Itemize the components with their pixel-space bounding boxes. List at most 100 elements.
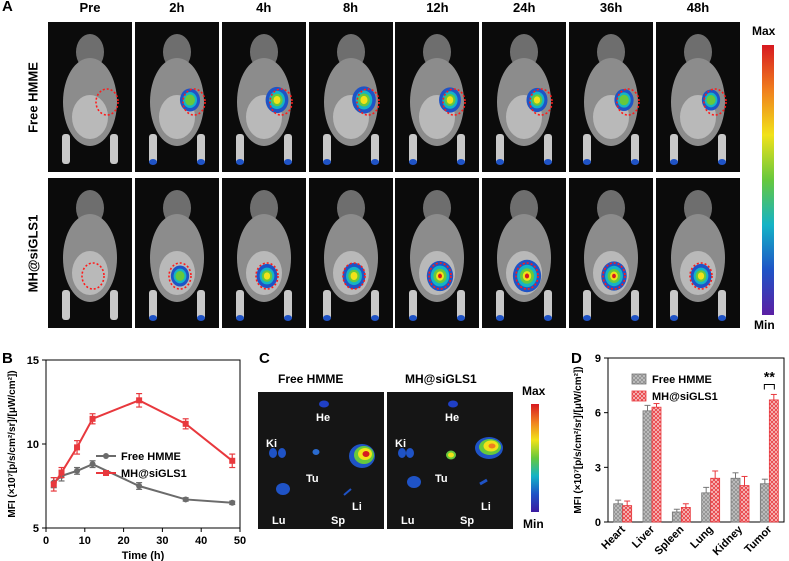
y-tick-label: 3 xyxy=(595,462,601,474)
panel-d-letter: D xyxy=(571,350,582,367)
paw-signal xyxy=(544,159,553,165)
mouse-body xyxy=(62,34,119,164)
legend-label: MH@siGLS1 xyxy=(121,468,187,480)
x-axis-label: Time (h) xyxy=(122,550,165,561)
tumor-circle xyxy=(168,262,192,290)
mouse-image-cell xyxy=(569,178,654,328)
panel-a-letter: A xyxy=(2,0,13,15)
y-tick-label: 6 xyxy=(595,408,601,420)
mouse-image-grid xyxy=(48,22,744,332)
data-point xyxy=(136,397,143,404)
data-point xyxy=(182,496,189,503)
paw-signal xyxy=(583,315,592,321)
mouse-leg xyxy=(370,290,379,320)
legend-marker xyxy=(103,470,109,476)
mouse-leg xyxy=(110,290,118,320)
mouse-leg xyxy=(370,134,379,164)
category-label: Spleen xyxy=(652,523,686,557)
paw-signal xyxy=(322,159,331,165)
significance-label: ** xyxy=(764,368,775,384)
mouse-body xyxy=(235,190,292,321)
category-label: Heart xyxy=(599,523,628,552)
tumor-circle xyxy=(341,262,366,290)
signal-yellow xyxy=(697,272,705,280)
y-tick-label: 9 xyxy=(595,353,601,365)
mouse-belly xyxy=(72,95,108,139)
mouse-leg xyxy=(496,134,505,164)
paw-signal xyxy=(631,159,640,165)
mouse-leg xyxy=(669,290,678,320)
y-tick-label: 15 xyxy=(27,355,39,367)
bar xyxy=(739,485,750,523)
y-axis-label: MFI (×10⁷[p/s/cm²/sr]/[μW/cm²]) xyxy=(573,366,584,513)
paw-signal xyxy=(457,315,466,321)
mouse-body xyxy=(583,190,640,321)
paw-signal xyxy=(544,315,553,321)
timepoint-label: 2h xyxy=(169,0,185,15)
category-label: Liver xyxy=(630,523,658,551)
category-label: Tumor xyxy=(742,523,775,556)
organ-label: Tu xyxy=(435,473,448,485)
organ-label: He xyxy=(445,412,460,424)
bar xyxy=(622,505,633,523)
bar xyxy=(768,399,779,523)
tumor-circle xyxy=(442,88,467,116)
mouse-leg xyxy=(717,134,726,164)
ex-vivo-title-free-hmme: Free HMME xyxy=(278,372,344,386)
bar xyxy=(651,406,662,523)
bar xyxy=(759,483,770,523)
paw-signal xyxy=(370,315,379,321)
legend-label: MH@siGLS1 xyxy=(652,391,718,403)
category-label: Lung xyxy=(688,524,715,551)
signal-yellow xyxy=(263,272,270,280)
paw-signal xyxy=(235,159,244,165)
signal-green xyxy=(184,94,195,106)
mouse-body xyxy=(583,34,640,165)
y-tick-label: 0 xyxy=(595,517,601,529)
legend-label: Free HMME xyxy=(652,374,712,386)
signal-yellow xyxy=(273,96,281,104)
organ-label: Ki xyxy=(266,438,277,450)
y-tick-label: 5 xyxy=(33,523,39,535)
organ-label: Sp xyxy=(331,515,346,527)
data-point xyxy=(74,467,81,474)
bar xyxy=(701,492,712,523)
tumor-circle xyxy=(616,88,640,116)
panel-c-letter: C xyxy=(259,350,270,367)
mouse-leg xyxy=(110,134,118,164)
mouse-belly xyxy=(72,251,108,295)
mouse-body xyxy=(322,34,380,165)
timepoint-label: 8h xyxy=(342,0,359,15)
timepoint-label: 36h xyxy=(599,0,623,15)
mouse-body xyxy=(496,190,553,321)
legend-swatch xyxy=(631,390,647,402)
mouse-leg xyxy=(717,290,726,320)
signal-yellow xyxy=(350,272,357,280)
significance-bracket xyxy=(763,383,775,390)
bar xyxy=(680,507,691,523)
signal-yellow xyxy=(359,95,368,105)
row-label-mh-sigls1: MH@siGLS1 xyxy=(25,214,41,293)
mouse-leg xyxy=(457,134,466,164)
paw-signal xyxy=(669,159,678,165)
mouse-image-cell xyxy=(482,178,567,328)
tumor-circle xyxy=(355,88,380,116)
mouse-body xyxy=(669,190,726,321)
tumor-circle xyxy=(81,262,105,290)
mouse-leg xyxy=(62,134,70,164)
timepoint-label: 24h xyxy=(513,0,536,15)
colorbar-c-min: Min xyxy=(523,517,544,531)
mouse-leg xyxy=(148,134,157,164)
legend-marker xyxy=(103,453,109,459)
data-point xyxy=(182,420,189,427)
bar xyxy=(613,503,624,523)
legend-label: Free HMME xyxy=(121,451,181,463)
paw-signal xyxy=(583,159,592,165)
mouse-leg xyxy=(322,134,331,164)
x-tick-label: 40 xyxy=(195,535,207,547)
tumor-circle xyxy=(703,88,727,116)
colorbar-a-min: Min xyxy=(754,318,775,332)
mouse-body xyxy=(322,190,379,321)
mouse-body xyxy=(409,34,467,165)
mouse-image-cell xyxy=(482,22,567,172)
